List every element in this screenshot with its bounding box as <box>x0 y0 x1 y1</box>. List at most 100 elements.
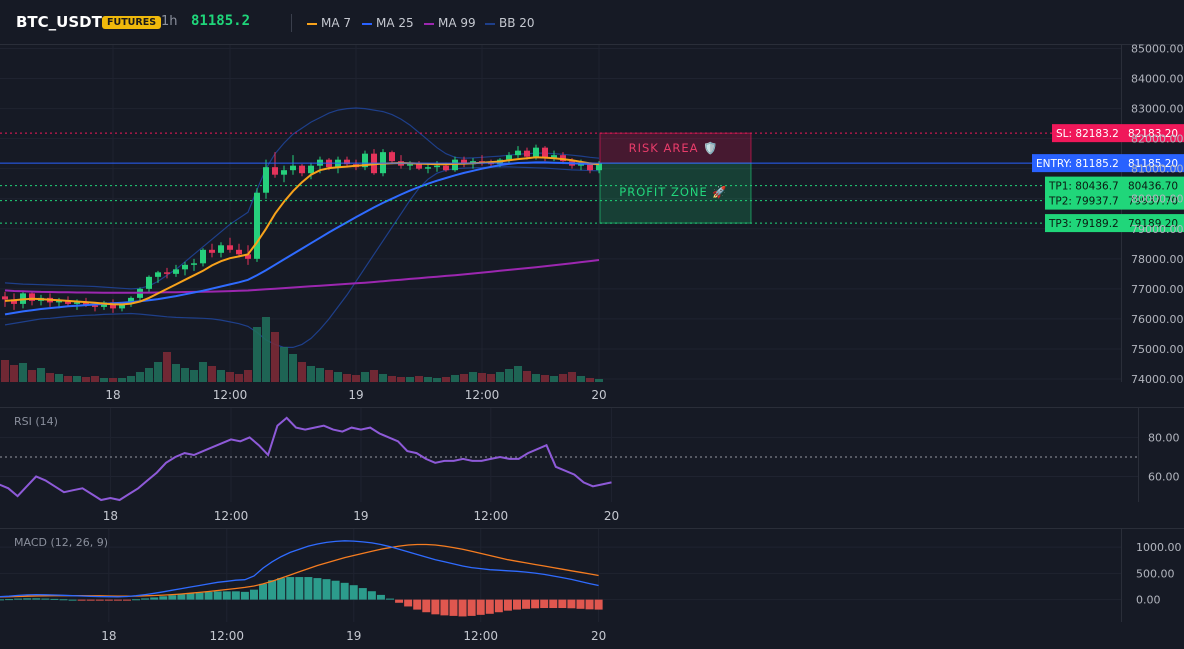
volume-bar <box>586 378 594 382</box>
macd-histogram-bar <box>205 592 213 600</box>
candle-body <box>290 166 296 171</box>
volume-bar <box>289 354 297 382</box>
candle-body <box>515 151 521 156</box>
volume-bar <box>28 370 36 382</box>
rsi-time-label: 20 <box>604 509 619 523</box>
macd-histogram-bar <box>5 599 13 600</box>
macd-histogram-bar <box>123 600 131 601</box>
volume-bar <box>469 372 477 382</box>
volume-bar <box>397 377 405 382</box>
macd-histogram-bar <box>323 579 331 599</box>
macd-histogram-bar <box>540 600 548 608</box>
candle-body <box>146 277 152 289</box>
macd-histogram-bar <box>531 600 539 609</box>
candle-body <box>164 272 170 274</box>
macd-histogram-bar <box>586 600 594 610</box>
volume-bar <box>487 374 495 382</box>
candle-body <box>587 164 593 170</box>
volume-bar <box>181 368 189 382</box>
candle-body <box>209 250 215 253</box>
volume-bar <box>298 362 306 382</box>
macd-histogram-bar <box>368 591 376 599</box>
volume-bar <box>55 374 63 382</box>
macd-histogram-bar <box>495 600 503 613</box>
macd-histogram-bar <box>250 590 258 600</box>
tp2-label: TP2: 79937.7 <box>1048 196 1119 208</box>
macd-histogram-bar <box>404 600 412 607</box>
price-tick-label: 80000.00 <box>1131 193 1184 206</box>
candle-body <box>443 166 449 171</box>
macd-histogram-bar <box>558 600 566 608</box>
macd-histogram-bar <box>304 577 312 600</box>
macd-histogram-bar <box>159 596 167 599</box>
volume-bar <box>370 370 378 382</box>
macd-histogram-bar <box>50 599 58 600</box>
volume-bar <box>271 332 279 382</box>
candle-body <box>182 265 188 270</box>
macd-histogram-bar <box>395 600 403 603</box>
bb-lower-line <box>5 167 599 348</box>
volume-bar <box>262 317 270 382</box>
macd-histogram-bar <box>0 599 4 600</box>
volume-bar <box>352 375 360 382</box>
candle-body <box>218 245 224 253</box>
volume-bar <box>190 370 198 382</box>
time-tick-label: 12:00 <box>465 388 500 402</box>
rsi-time-label: 19 <box>353 509 368 523</box>
macd-histogram-bar <box>96 600 104 601</box>
volume-bar <box>235 374 243 382</box>
volume-bar <box>514 366 522 382</box>
macd-histogram-bar <box>69 600 77 601</box>
macd-histogram-bar <box>232 591 240 599</box>
macd-histogram-bar <box>450 600 458 616</box>
rsi-tick-label: 60.00 <box>1148 471 1180 484</box>
volume-bar <box>442 377 450 382</box>
macd-histogram-bar <box>431 600 439 615</box>
price-tick-label: 83000.00 <box>1131 103 1184 116</box>
volume-bar <box>199 362 207 382</box>
candle-body <box>173 269 179 274</box>
rsi-time-label: 12:00 <box>214 509 249 523</box>
sl-label: SL: 82183.2 <box>1056 128 1119 140</box>
candle-body <box>200 250 206 264</box>
volume-bar <box>145 368 153 382</box>
candle-body <box>254 193 260 259</box>
macd-time-label: 20 <box>591 629 606 643</box>
volume-bars <box>1 317 603 382</box>
macd-histogram-bar <box>440 600 448 616</box>
tp3-label: TP3: 79189.2 <box>1048 218 1119 230</box>
macd-histogram-bar <box>313 578 321 600</box>
macd-histogram-bar <box>413 600 421 610</box>
macd-histogram-bar <box>241 592 249 600</box>
price-tick-label: 74000.00 <box>1131 373 1184 386</box>
volume-bar <box>406 377 414 382</box>
volume-bar <box>91 376 99 382</box>
macd-histogram-bar <box>513 600 521 610</box>
macd-histogram-bar <box>504 600 512 611</box>
macd-histogram-bar <box>341 583 349 600</box>
candle-body <box>425 167 431 169</box>
volume-bar <box>244 370 252 382</box>
macd-time-label: 18 <box>101 629 116 643</box>
volume-bar <box>433 378 441 382</box>
macd-histogram-bar <box>59 599 67 600</box>
volume-bar <box>316 368 324 382</box>
macd-histogram-bar <box>595 600 603 610</box>
volume-bar <box>64 376 72 382</box>
candle-body <box>191 263 197 265</box>
macd-histogram-bar <box>14 599 22 600</box>
macd-histogram-bar <box>522 600 530 609</box>
macd-tick-label: 500.00 <box>1136 567 1175 580</box>
profit-zone-label: PROFIT ZONE 🚀 <box>619 185 727 199</box>
time-tick-label: 20 <box>591 388 606 402</box>
rsi-panel: 80.0060.0018 12:00 19 12:00 20RSI (14) <box>0 408 1180 523</box>
volume-bar <box>217 370 225 382</box>
candle-body <box>533 148 539 157</box>
price-tick-label: 79000.00 <box>1131 223 1184 236</box>
candle-body <box>434 166 440 168</box>
volume-bar <box>532 374 540 382</box>
macd-tick-label: 1000.00 <box>1136 541 1182 554</box>
price-tick-label: 76000.00 <box>1131 313 1184 326</box>
rsi-line <box>0 418 612 500</box>
